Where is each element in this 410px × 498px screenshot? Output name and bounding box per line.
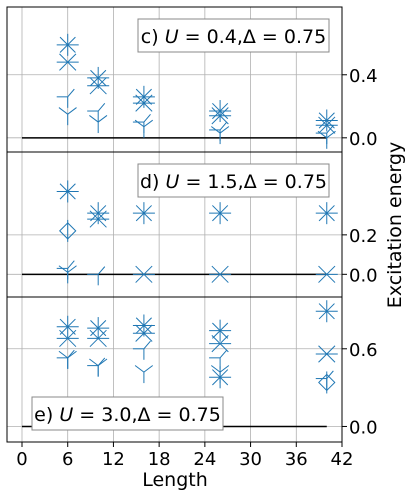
data-point — [87, 210, 110, 228]
data-point — [87, 202, 110, 225]
data-point — [209, 319, 232, 342]
data-point — [89, 115, 108, 134]
y-tick-label: 0.0 — [349, 129, 378, 150]
panel-label-box — [31, 396, 224, 431]
x-tick-label: 12 — [102, 449, 125, 470]
data-point — [315, 202, 338, 225]
data-point — [58, 107, 77, 126]
y-tick-label: 0.2 — [349, 226, 378, 247]
data-point — [209, 202, 232, 225]
data-point — [132, 265, 155, 283]
data-point — [87, 329, 110, 348]
y-tick-label: 0.0 — [349, 417, 378, 438]
data-point — [56, 329, 79, 348]
y-tick-label: 0.4 — [349, 66, 378, 87]
data-point — [209, 100, 232, 123]
x-tick-label: 6 — [62, 449, 73, 470]
data-point — [209, 107, 232, 125]
panel-label-c: c) U = 0.4,Δ = 0.75 — [137, 18, 330, 53]
data-point — [87, 266, 106, 286]
data-point — [209, 366, 232, 389]
panel-label-d: d) U = 1.5,Δ = 0.75 — [137, 163, 330, 198]
data-point — [59, 219, 77, 242]
x-tick-label: 36 — [285, 449, 308, 470]
panel-label-box — [137, 18, 330, 53]
x-tick-label: 24 — [193, 449, 216, 470]
data-point — [87, 357, 106, 377]
panel-label-text: e) U = 3.0,Δ = 0.75 — [34, 404, 221, 426]
data-point — [315, 345, 338, 363]
data-point — [209, 265, 232, 283]
panel-e: 0.0 0.6 e) U = 3.0,Δ = 0.75 — [6, 296, 378, 443]
panels: 0.0 0.4 c) U = 0.4,Δ = 0.75 0.0 0.2 d) U = 1.… — [6, 6, 378, 443]
panel-c: 0.0 0.4 c) U = 0.4,Δ = 0.75 — [6, 6, 378, 153]
data-point — [209, 335, 232, 353]
data-point — [56, 33, 79, 56]
data-point — [87, 102, 106, 123]
data-point — [56, 260, 75, 280]
panel-label-text: c) U = 0.4,Δ = 0.75 — [141, 26, 326, 48]
data-point — [132, 94, 155, 112]
data-point — [132, 340, 151, 360]
data-point — [132, 85, 155, 108]
data-point — [56, 180, 79, 203]
panel-d: 0.0 0.2 d) U = 1.5,Δ = 0.75 — [6, 151, 378, 298]
panel-label-e: e) U = 3.0,Δ = 0.75 — [31, 396, 224, 431]
x-axis-title: Length — [142, 469, 208, 491]
data-point — [315, 109, 338, 132]
data-point — [210, 126, 230, 145]
x-tick-label: 18 — [148, 449, 171, 470]
data-point — [318, 371, 336, 394]
x-tick-label: 0 — [16, 449, 27, 470]
y-tick-label: 0.6 — [349, 340, 378, 361]
data-point — [56, 315, 79, 338]
data-point — [317, 130, 336, 149]
panel-label-box — [137, 163, 330, 198]
y-tick-label: 0.0 — [349, 265, 378, 286]
y-axis-title: Excitation energy — [384, 142, 406, 308]
data-point — [132, 324, 155, 342]
x-axis: 0 6 12 18 24 30 36 42 — [16, 442, 353, 470]
data-point — [56, 88, 75, 108]
panel-label-text: d) U = 1.5,Δ = 0.75 — [140, 171, 327, 193]
data-point — [58, 265, 77, 284]
data-point — [87, 317, 110, 340]
data-point — [134, 119, 154, 138]
data-point — [87, 77, 110, 95]
data-point — [58, 350, 77, 369]
data-point — [315, 116, 338, 134]
data-point — [134, 365, 154, 384]
data-point — [56, 53, 79, 71]
x-tick-label: 42 — [331, 449, 354, 470]
panel-frame — [6, 296, 343, 443]
data-point — [89, 358, 108, 377]
data-point — [315, 265, 338, 283]
data-point — [315, 300, 338, 323]
x-tick-label: 30 — [239, 449, 262, 470]
data-point — [56, 349, 75, 369]
data-point — [132, 202, 155, 225]
